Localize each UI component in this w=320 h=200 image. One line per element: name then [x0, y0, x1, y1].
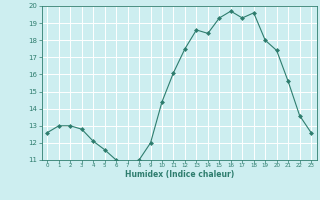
X-axis label: Humidex (Indice chaleur): Humidex (Indice chaleur) [124, 170, 234, 179]
